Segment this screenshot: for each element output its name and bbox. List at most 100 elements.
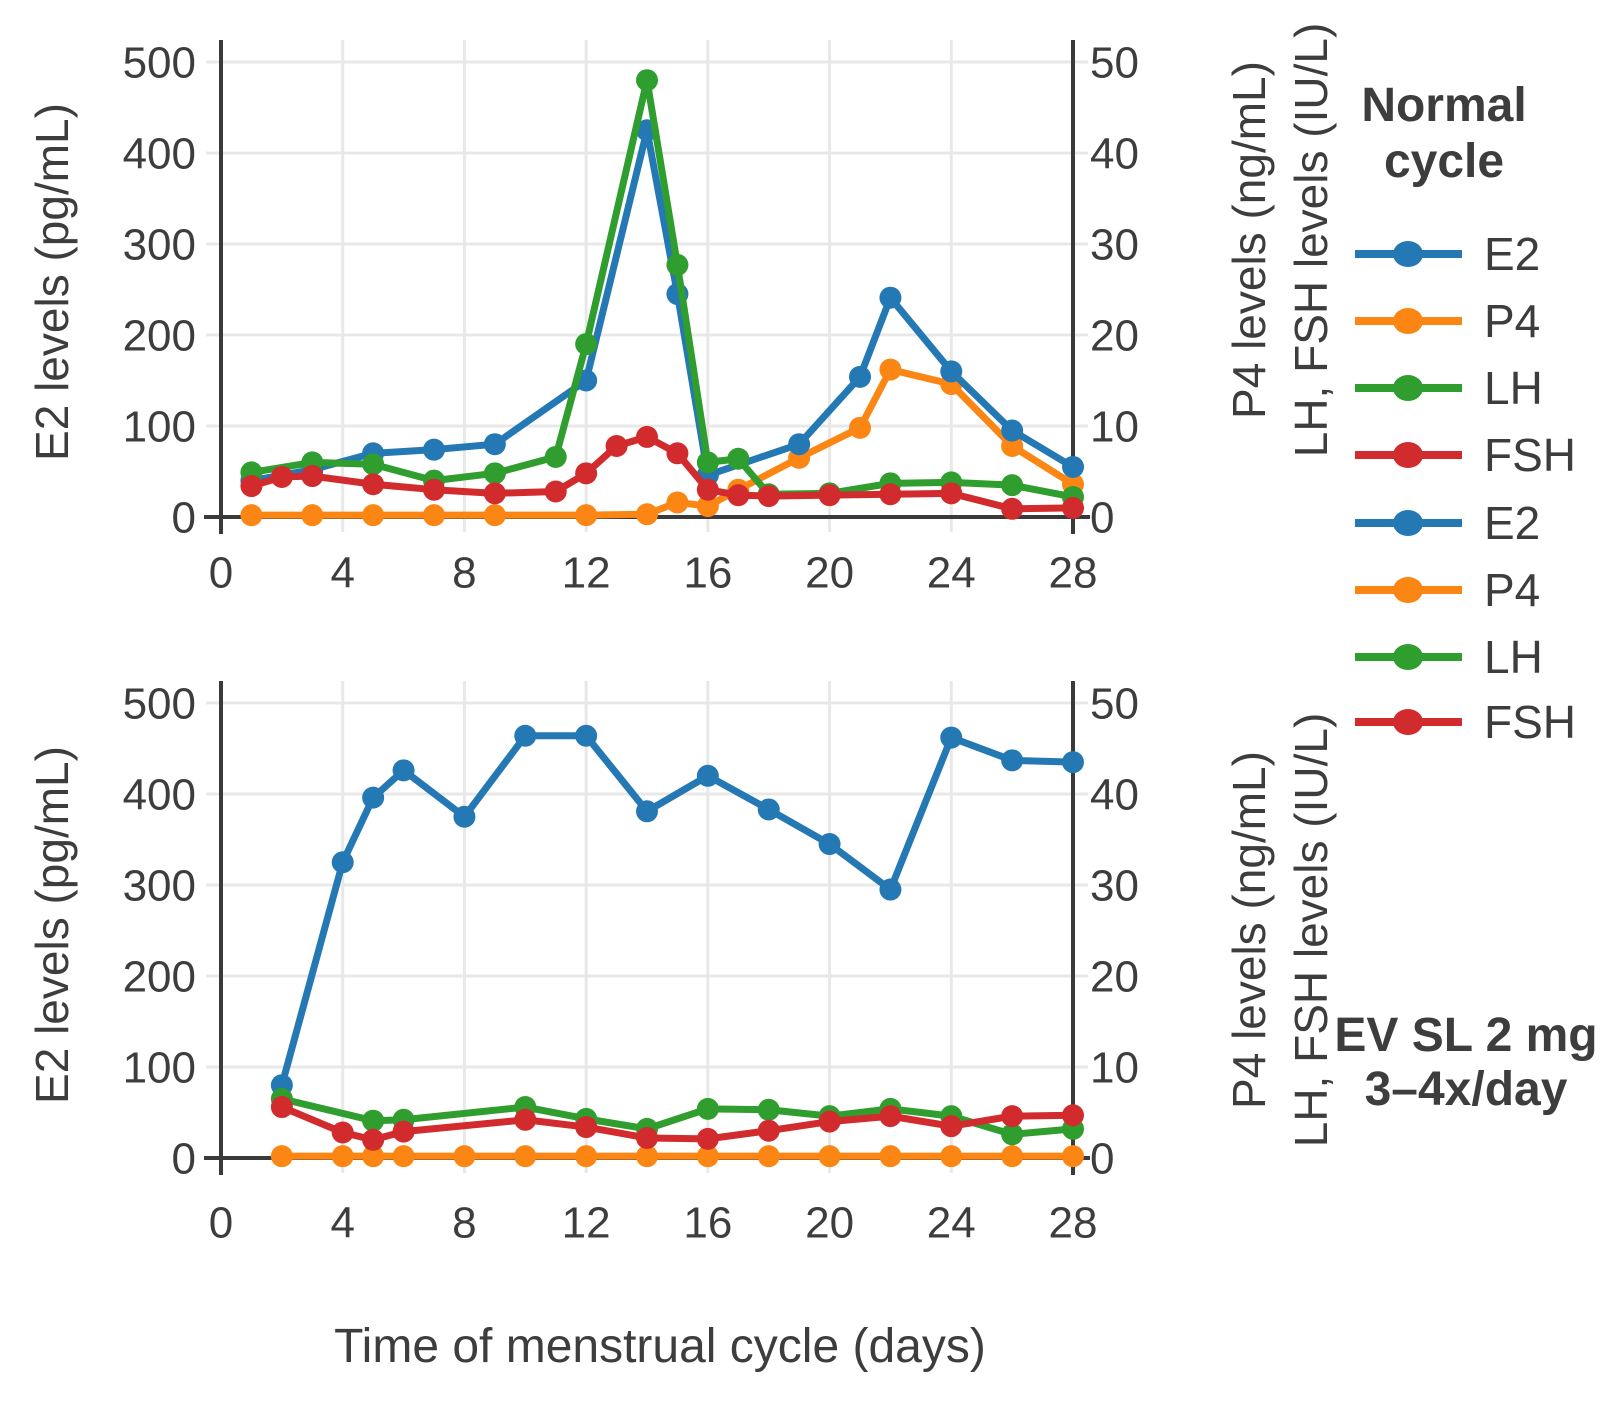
ev-sl-2mg-FSH-point-day-22 <box>879 1105 902 1128</box>
ev-sl-2mg-FSH-point-day-2 <box>270 1096 293 1119</box>
normal-cycle-P4-point-day-12 <box>575 504 598 527</box>
y-axis-title-e2-top: E2 levels (pg/mL) <box>26 103 78 461</box>
legend-item-fsh-ev: FSH <box>1355 696 1576 748</box>
normal-cycle-LH-point-day-11 <box>544 445 567 468</box>
ev-sl-2mg-P4-point-day-10 <box>514 1145 537 1168</box>
normal-cycle-FSH-point-day-11 <box>544 480 567 503</box>
normal-cycle-P4-point-day-7 <box>423 504 445 527</box>
normal-cycle-FSH-point-day-3 <box>301 465 324 488</box>
y-axis-title-lhfsh-bottom: LH, FSH levels (IU/L) <box>1285 713 1337 1148</box>
ev-sl-2mg-P4-point-day-22 <box>879 1145 902 1168</box>
ev-sl-2mg-E2-point-day-5 <box>362 786 385 809</box>
legend-item-label: P4 <box>1484 564 1540 616</box>
ev-sl-2mg-P4-point-day-16 <box>696 1145 719 1168</box>
ev-sl-2mg-LH-point-day-18 <box>757 1098 780 1121</box>
normal-cycle-LH-line <box>247 76 1077 501</box>
y-left-tick-label-200: 200 <box>123 952 196 1001</box>
x-tick-label-4: 4 <box>330 1198 354 1247</box>
ev-sl-2mg-E2-point-day-20 <box>818 833 841 856</box>
normal-cycle-FSH-point-day-20 <box>818 484 841 507</box>
x-tick-label-4: 4 <box>330 548 354 597</box>
ev-sl-2mg-E2-point-day-22 <box>879 878 902 901</box>
normal-cycle-FSH-point-day-22 <box>879 483 902 506</box>
ev-sl-2mg-P4-point-day-14 <box>636 1145 658 1168</box>
ev-sl-2mg-FSH-point-day-5 <box>362 1128 385 1151</box>
y-right-tick-label-50: 50 <box>1090 38 1139 87</box>
y-left-tick-label-200: 200 <box>123 311 196 360</box>
ev-sl-2mg-FSH-point-day-10 <box>514 1108 537 1131</box>
y-left-tick-label-500: 500 <box>123 38 196 87</box>
normal-cycle-LH-point-day-14 <box>636 69 658 92</box>
legend-title-normal-cycle-line2: cycle <box>1384 135 1504 188</box>
y-left-tick-label-0: 0 <box>172 1134 196 1183</box>
normal-cycle-FSH-point-day-17 <box>727 484 750 507</box>
y-axis-title-p4-bottom: P4 levels (ng/mL) <box>1223 751 1275 1109</box>
ev-sl-2mg-E2-point-day-18 <box>757 798 780 821</box>
normal-cycle-P4-point-day-9 <box>483 504 506 527</box>
y-right-tick-label-40: 40 <box>1090 129 1139 178</box>
ev-sl-2mg-FSH-point-day-20 <box>818 1110 841 1133</box>
normal-cycle-FSH-point-day-26 <box>1001 497 1024 520</box>
x-tick-label-16: 16 <box>683 548 732 597</box>
ev-sl-2mg-P4-point-day-2 <box>270 1145 293 1168</box>
ev-sl-2mg-E2-line <box>278 732 1077 1089</box>
normal-cycle-FSH-point-day-5 <box>362 473 385 496</box>
legend-swatch-dot <box>1393 510 1423 536</box>
ev-sl-2mg-P4-point-day-5 <box>362 1145 385 1168</box>
x-tick-label-28: 28 <box>1049 1198 1098 1247</box>
normal-cycle-FSH-point-day-9 <box>483 482 506 505</box>
normal-cycle-P4-point-day-15 <box>666 491 689 514</box>
y-axis-title-lhfsh-top: LH, FSH levels (IU/L) <box>1285 23 1337 458</box>
legend-item-lh-ev: LH <box>1355 631 1543 683</box>
x-tick-label-20: 20 <box>805 548 854 597</box>
ev-sl-2mg-P4-point-day-4 <box>331 1145 354 1168</box>
y-axis-title-e2-bottom: E2 levels (pg/mL) <box>26 746 78 1104</box>
normal-cycle-FSH-point-day-24 <box>940 482 963 505</box>
ev-sl-2mg-P4-point-day-26 <box>1001 1145 1024 1168</box>
ev-sl-2mg-P4-point-day-28 <box>1062 1145 1084 1168</box>
legend-item-label: FSH <box>1484 696 1576 748</box>
y-right-tick-label-50: 50 <box>1090 679 1139 728</box>
ev-sl-2mg-E2-point-day-8 <box>453 805 476 828</box>
normal-cycle-LH-point-day-26 <box>1001 474 1024 497</box>
y-left-tick-label-300: 300 <box>123 861 196 910</box>
ev-sl-2mg-P4-point-day-18 <box>757 1145 780 1168</box>
normal-cycle-LH-point-day-16 <box>696 451 719 474</box>
normal-cycle-FSH-point-day-2 <box>270 465 293 488</box>
ev-sl-2mg-E2-point-day-6 <box>392 759 415 782</box>
y-right-tick-label-0: 0 <box>1090 1134 1114 1183</box>
ev-sl-2mg-E2-point-day-28 <box>1062 751 1084 774</box>
normal-cycle-P4-point-day-16 <box>696 495 719 518</box>
normal-cycle-LH-point-day-17 <box>727 447 750 470</box>
y-right-tick-label-20: 20 <box>1090 952 1139 1001</box>
normal-cycle-E2-point-day-28 <box>1062 455 1084 478</box>
ev-sl-2mg-P4-point-day-6 <box>392 1145 415 1168</box>
x-tick-label-20: 20 <box>805 1198 854 1247</box>
normal-cycle-FSH-point-day-16 <box>696 478 719 501</box>
ev-sl-2mg-FSH-point-day-28 <box>1062 1104 1084 1127</box>
y-left-tick-label-100: 100 <box>123 1043 196 1092</box>
legend-item-lh-normal: LH <box>1355 362 1543 414</box>
x-tick-label-0: 0 <box>209 1198 233 1247</box>
legend-item-label: E2 <box>1484 497 1540 549</box>
x-axis-title: Time of menstrual cycle (days) <box>334 1320 986 1373</box>
legend-swatch-dot <box>1393 308 1423 334</box>
x-tick-label-24: 24 <box>927 1198 976 1247</box>
legend-item-e2-normal: E2 <box>1355 228 1540 280</box>
normal-cycle-P4-point-day-26 <box>1001 435 1024 458</box>
normal-cycle-FSH-point-day-28 <box>1062 496 1084 519</box>
ev-sl-2mg-P4-point-day-20 <box>818 1145 841 1168</box>
normal-cycle-LH-point-day-12 <box>575 333 598 356</box>
normal-cycle-E2-point-day-22 <box>879 286 902 309</box>
ev-sl-2mg-FSH-point-day-24 <box>940 1115 963 1138</box>
legend-swatch-dot <box>1393 577 1423 603</box>
x-tick-label-16: 16 <box>683 1198 732 1247</box>
normal-cycle-FSH-point-day-13 <box>605 435 628 458</box>
y-left-tick-label-400: 400 <box>123 129 196 178</box>
normal-cycle-FSH-point-day-12 <box>575 462 598 485</box>
ev-sl-2mg-E2-point-day-24 <box>940 726 963 749</box>
legend-title-normal-cycle-line1: Normal <box>1361 79 1526 132</box>
